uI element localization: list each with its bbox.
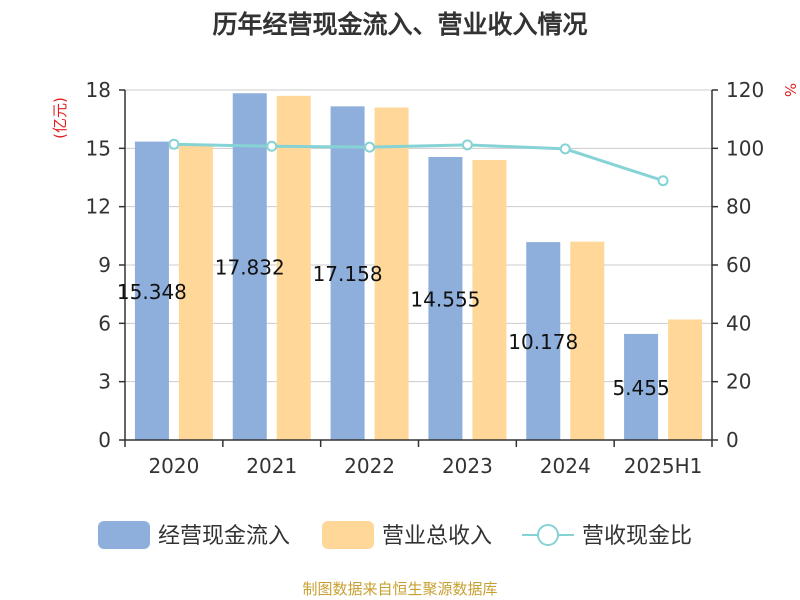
data-label: 5.455 — [612, 376, 669, 400]
series-line — [173, 142, 664, 183]
legend-label: 经营现金流入 — [158, 524, 290, 549]
y-left-tick-label: 9 — [98, 253, 111, 277]
bar — [232, 93, 267, 441]
x-tick-label: 2025H1 — [624, 454, 703, 478]
x-tick-label: 2020 — [148, 454, 199, 478]
bar — [428, 156, 463, 440]
y-left-tick-label: 12 — [86, 195, 111, 219]
y-left-tick-label: 15 — [86, 136, 111, 160]
legend-label: 营业总收入 — [382, 524, 492, 549]
bar — [276, 95, 311, 440]
bar — [570, 241, 605, 440]
y-right-axis-label: % — [781, 83, 799, 97]
x-tick-label: 2024 — [540, 454, 591, 478]
line-point — [657, 175, 669, 187]
x-tick-label: 2022 — [344, 454, 395, 478]
line-point — [559, 143, 571, 155]
data-label: 17.158 — [313, 262, 383, 286]
grid-layer — [125, 89, 712, 383]
y-right-tick-label: 20 — [726, 370, 751, 394]
bar — [330, 106, 365, 440]
legend-swatch — [98, 521, 150, 549]
bar — [178, 144, 213, 440]
y-right-tick-label: 40 — [726, 311, 751, 335]
y-right-tick-label: 120 — [726, 78, 764, 102]
bar — [526, 242, 561, 440]
y-right-tick-label: 0 — [726, 428, 739, 452]
bar — [668, 319, 703, 440]
y-right-tick-label: 100 — [726, 136, 764, 160]
labels-layer: 15.348 17.832 17.158 14.555 10.178 5.455 — [117, 256, 670, 400]
legend-marker — [537, 524, 559, 546]
data-label: 10.178 — [508, 330, 578, 354]
line-layer — [168, 138, 669, 187]
bar — [134, 141, 169, 441]
bar — [472, 160, 507, 440]
line-point — [461, 139, 473, 151]
bar — [374, 107, 409, 440]
y-left-axis-label: (亿元) — [51, 97, 69, 139]
line-point — [168, 138, 180, 150]
data-label: 14.555 — [410, 287, 480, 311]
y-left-tick-label: 0 — [98, 428, 111, 452]
x-tick-label: 2021 — [246, 454, 297, 478]
y-right-tick-label: 60 — [726, 253, 751, 277]
bar — [624, 333, 659, 440]
x-tick-label: 2023 — [442, 454, 493, 478]
y-right-tick-label: 80 — [726, 195, 751, 219]
line-point — [364, 141, 376, 153]
line-point — [266, 140, 278, 152]
axes-layer: 0 3 6 9 12 15 18 0 20 40 60 80 100 120 2020 2021 2022 202… — [51, 78, 799, 478]
bars-layer — [134, 93, 703, 441]
legend-label: 营收现金比 — [582, 524, 692, 549]
legend-swatch — [322, 521, 374, 549]
chart-title: 历年经营现金流入、营业收入情况 — [212, 10, 587, 39]
legend: 经营现金流入 营业总收入 营收现金比 — [98, 521, 692, 549]
y-left-tick-label: 6 — [98, 311, 111, 335]
data-label: 17.832 — [215, 256, 285, 280]
source-note: 制图数据来自恒生聚源数据库 — [302, 580, 497, 598]
y-left-tick-label: 18 — [86, 78, 111, 102]
data-label: 15.348 — [117, 280, 187, 304]
y-left-tick-label: 3 — [98, 370, 111, 394]
